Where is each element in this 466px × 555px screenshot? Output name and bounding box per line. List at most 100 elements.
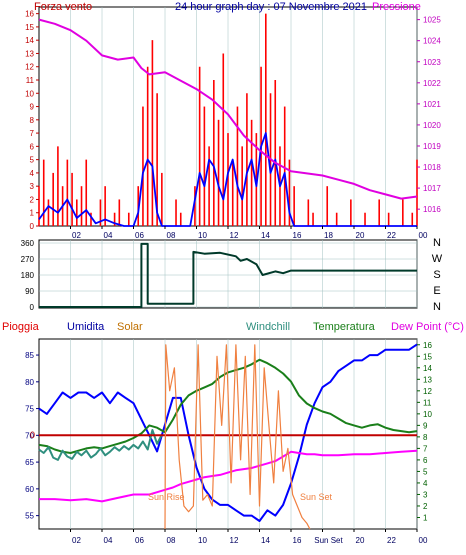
temperature-x-tick-label: 10 [198,536,207,545]
wind-y-tick-label: 11 [26,76,35,85]
temperature-y-tick-label: 1 [423,513,428,522]
temperature-x-tick-label: 00 [419,536,428,545]
wind-x-tick-label: 10 [198,231,207,240]
wind-y-tick-label: 9 [30,103,35,112]
temperature-y-tick-label: 8 [423,433,428,442]
solar-label: Solar [117,321,143,333]
direction-y-tick-label: 180 [21,271,35,280]
pressure-y-tick-label: 1020 [423,121,441,130]
dewpoint-line [39,449,418,503]
wind-x-ticks: 02 04 06 08 10 12 14 16 18 20 22 00 [70,226,428,240]
wind-x-tick-label: 20 [356,231,365,240]
compass-label: N [433,237,441,249]
temperature-y-tick-label: 10 [423,410,432,419]
temperature-x-tick-label: 22 [387,536,396,545]
temperature-x-tick-label: 20 [356,536,365,545]
direction-panel-grid [39,240,418,308]
temperature-y-tick-label: 11 [423,398,432,407]
compass-label: W [432,253,443,265]
windchill-line [38,429,163,461]
wind-y-tick-label: 3 [30,182,35,191]
humidity-y-tick-label: 80 [25,378,34,387]
pressure-axis-label: Pressione [372,1,421,13]
pressure-y-tick-label: 1023 [423,58,441,67]
direction-y-tick-label: 360 [21,239,35,248]
temperature-panel-grid [70,339,418,529]
temperature-y-tick-label: 15 [423,352,432,361]
pressure-y-tick-label: 1017 [423,184,441,193]
temperature-label: Temperatura [313,321,376,333]
temperature-x-tick-label: 12 [230,536,239,545]
sunrise-annotation: Sun Rise [148,492,185,502]
wind-x-tick-label: 12 [230,231,239,240]
wind-average-line [38,132,417,227]
temperature-x-tick-label: 04 [104,536,113,545]
temperature-x-ticks: 02 04 06 08 10 12 14 16 Sun Set 20 22 00 [70,529,428,545]
wind-y-tick-label: 15 [25,23,34,32]
wind-y-tick-label: 16 [25,10,34,19]
wind-y-tick-label: 6 [30,142,35,151]
pressure-y-tick-label: 1024 [423,37,441,46]
humidity-y-tick-label: 75 [25,405,34,414]
wind-x-tick-label: 08 [167,231,176,240]
pressure-y-tick-label: 1019 [423,142,441,151]
pressure-y-tick-label: 1025 [423,16,441,25]
temperature-y-tick-label: 16 [423,341,432,350]
temperature-x-tick-label: 16 [293,536,302,545]
rain-label: Pioggia [2,321,40,333]
wind-y-tick-label: 10 [25,89,34,98]
chart-title: 24 hour graph day : 07 Novembre 2021 [175,1,367,13]
wind-y-tick-label: 8 [30,116,35,125]
temperature-y-tick-label: 14 [423,364,432,373]
wind-x-tick-label: 14 [261,231,270,240]
pressure-y-tick-label: 1022 [423,79,441,88]
direction-panel-marks [39,242,417,308]
humidity-y-tick-label: 70 [25,431,34,440]
wind-x-tick-label: 02 [72,231,81,240]
compass-label: E [433,285,440,297]
wind-y-tick-label: 13 [25,49,34,58]
wind-y-tick-label: 14 [25,36,34,45]
wind-y-tick-label: 2 [30,195,35,204]
wind-x-tick-label: 06 [135,231,144,240]
dewpoint-label: Dew Point (°C) [391,321,464,333]
temperature-y-tick-label: 2 [423,502,428,511]
temperature-x-tick-label: Sun Set [314,536,343,545]
humidity-y-tick-label: 55 [25,512,34,521]
temperature-y-tick-label: 6 [423,456,428,465]
temperature-y-tick-label: 5 [423,467,428,476]
wind-axis-label: Forza vento [34,1,92,13]
temperature-y-tick-label: 3 [423,490,428,499]
solar-line [164,344,311,530]
temperature-y-tick-label: 13 [423,375,432,384]
pressure-y-tick-label: 1016 [423,205,441,214]
wind-x-tick-label: 16 [293,231,302,240]
wind-panel-marks [38,13,418,227]
temperature-y-tick-label: 12 [423,387,432,396]
temperature-panel-marks [38,343,418,530]
temperature-y-tick-label: 4 [423,479,428,488]
temperature-x-tick-label: 06 [135,536,144,545]
humidity-label: Umidita [67,321,105,333]
compass-label: N [433,301,441,313]
temperature-y-tick-label: 7 [423,444,428,453]
sunset-annotation: Sun Set [300,492,333,502]
pressure-line [38,18,418,200]
wind-y-tick-label: 7 [30,129,35,138]
temperature-x-tick-label: 08 [167,536,176,545]
compass-label: S [433,269,440,281]
humidity-y-tick-label: 85 [25,351,34,360]
wind-x-tick-label: 00 [419,231,428,240]
pressure-y-tick-label: 1021 [423,100,441,109]
humidity-y-ticks: 55 60 65 70 75 80 85 [25,351,39,521]
wind-y-tick-label: 0 [30,222,35,231]
humidity-line [38,343,418,522]
wind-y-tick-label: 5 [30,156,35,165]
direction-y-tick-label: 90 [25,287,34,296]
windchill-label: Windchill [246,321,290,333]
temperature-x-tick-label: 02 [72,536,81,545]
wind-y-tick-label: 12 [25,63,34,72]
